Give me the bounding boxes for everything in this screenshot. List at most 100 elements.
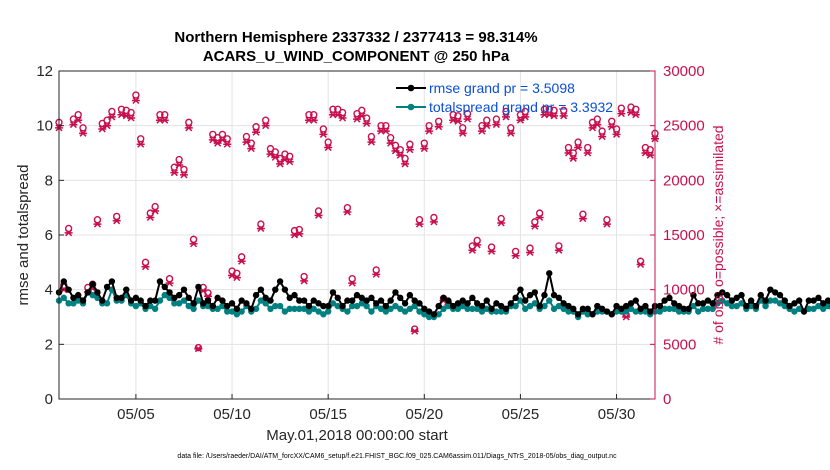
rmse-marker (358, 294, 366, 302)
totalspread-marker (771, 297, 779, 304)
obs-possible-marker (401, 154, 409, 163)
rmse-marker (637, 305, 644, 312)
left-tick-label: 10 (36, 118, 53, 135)
rmse-marker (99, 297, 106, 304)
obs-assimilated-marker (319, 130, 328, 138)
rmse-marker (454, 300, 462, 307)
left-tick-label: 0 (45, 391, 53, 408)
rmse-marker (142, 302, 149, 310)
rmse-marker (632, 297, 639, 304)
rmse-marker (334, 294, 341, 302)
totalspread-marker (204, 302, 212, 310)
rmse-marker (70, 294, 77, 302)
totalspread-marker (733, 302, 740, 310)
obs-assimilated-marker (401, 160, 410, 168)
obs-assimilated-marker (631, 111, 640, 119)
totalspread-marker (397, 305, 404, 312)
totalspread-marker (147, 302, 154, 310)
totalspread-marker (272, 302, 279, 310)
totalspread-marker (296, 305, 303, 312)
right-tick-label: 15000 (663, 227, 705, 244)
totalspread-marker (656, 308, 664, 315)
rmse-marker (296, 297, 303, 304)
rmse-marker (267, 297, 274, 304)
obs-assimilated-marker (324, 144, 333, 152)
rmse-marker (243, 300, 250, 307)
rmse-marker (209, 302, 217, 310)
obs-assimilated-marker (247, 145, 256, 153)
rmse-marker (695, 300, 702, 307)
totalspread-marker (377, 305, 385, 312)
right-tick-label: 5000 (663, 336, 696, 353)
grid-lines (59, 71, 655, 399)
rmse-marker (497, 302, 505, 310)
rmse-marker (108, 278, 116, 285)
obs-possible-marker (103, 116, 111, 124)
rmse-marker (228, 300, 236, 307)
axis-ticks: 0 2 4 6 8 10 12 0 5000 10000 15000 20000 25000 30000 0… (36, 63, 704, 423)
obs-possible-marker (492, 115, 501, 123)
totalspread-marker (560, 305, 567, 312)
rmse-marker (387, 297, 394, 304)
obs-assimilated-marker (386, 139, 395, 147)
obs-possible-marker (324, 138, 332, 146)
totalspread-marker (185, 302, 192, 310)
obs-assimilated-marker (482, 122, 491, 130)
totalspread-marker (776, 300, 784, 307)
obs-assimilated-marker (232, 274, 241, 282)
obs-assimilated-marker (367, 138, 376, 146)
obs-assimilated-marker (410, 327, 419, 335)
obs-assimilated-marker (175, 161, 184, 169)
rmse-marker (339, 302, 346, 310)
obs-assimilated-marker (223, 140, 232, 148)
obs-assimilated-marker (107, 113, 116, 121)
obs-possible-marker (502, 107, 510, 116)
rmse-marker (291, 291, 298, 299)
rmse-marker (685, 305, 692, 312)
totalspread-marker (781, 302, 788, 310)
obs-possible-marker (386, 133, 395, 142)
totalspread-marker (310, 305, 317, 312)
obs-possible-marker (185, 118, 193, 127)
obs-assimilated-marker (434, 123, 443, 131)
obs-possible-marker (334, 105, 342, 113)
totalspread-marker (180, 297, 188, 304)
rmse-marker (416, 300, 423, 307)
rmse-marker (584, 305, 591, 312)
rmse-marker (555, 294, 563, 302)
rmse-marker (675, 302, 683, 310)
obs-assimilated-marker (622, 313, 631, 321)
obs-possible-marker (430, 213, 438, 222)
obs-assimilated-marker (453, 117, 462, 125)
rmse-marker (137, 297, 144, 304)
obs-possible-marker (151, 202, 159, 211)
obs-possible-marker (141, 258, 150, 267)
rmse-marker (671, 300, 678, 307)
obs-assimilated-marker (559, 112, 568, 120)
obs-assimilated-marker (593, 121, 602, 129)
rmse-marker (449, 302, 457, 310)
obs-assimilated-marker (487, 247, 496, 255)
rmse-marker (483, 297, 490, 304)
obs-assimilated-marker (213, 139, 222, 147)
obs-possible-marker (382, 121, 390, 130)
obs-possible-marker (406, 140, 414, 148)
obs-possible-marker (314, 207, 323, 215)
obs-assimilated-marker (300, 277, 309, 285)
obs-assimilated-marker (521, 113, 530, 121)
rmse-marker (233, 305, 241, 312)
obs-assimilated-marker (74, 116, 83, 124)
rmse-marker (272, 286, 279, 293)
obs-assimilated-marker (396, 151, 405, 159)
rmse-marker (204, 297, 212, 304)
obs-possible-marker (483, 116, 491, 124)
rmse-marker (459, 297, 466, 304)
rmse-marker (608, 311, 615, 318)
rmse-marker (344, 297, 351, 304)
rmse-marker (156, 278, 164, 285)
totalspread-marker (512, 302, 519, 310)
obs-assimilated-marker (136, 140, 145, 148)
obs-assimilated-marker (338, 114, 347, 122)
totalspread-marker (435, 311, 442, 318)
